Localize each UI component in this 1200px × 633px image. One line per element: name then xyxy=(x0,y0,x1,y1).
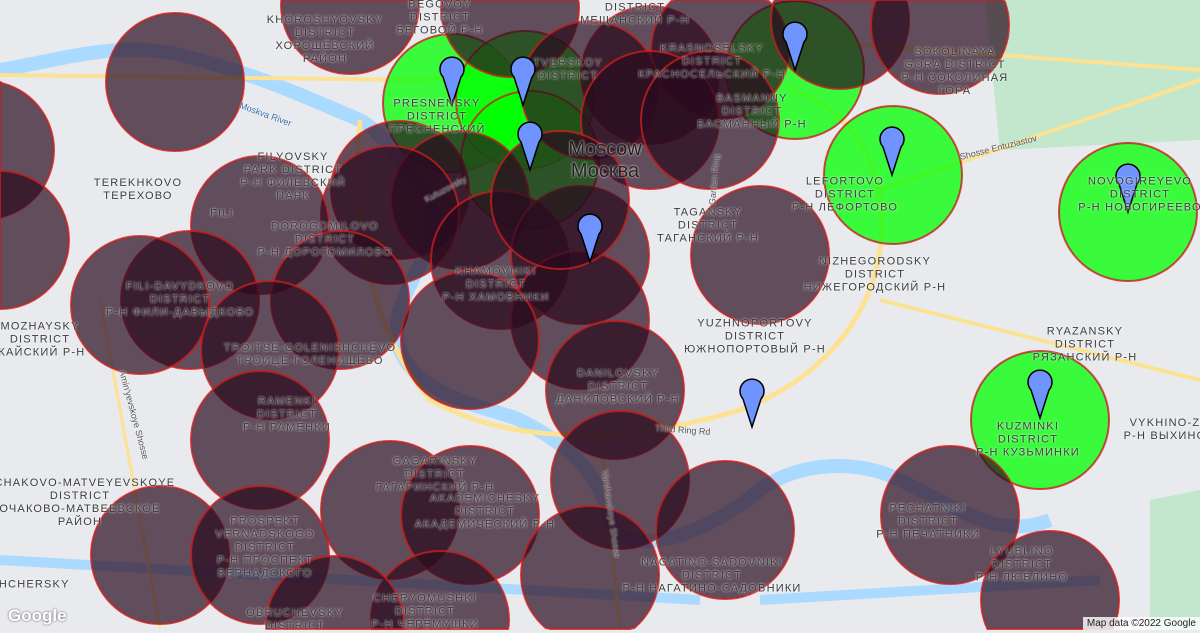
map-marker-icon[interactable] xyxy=(1115,163,1141,215)
dark-circle[interactable] xyxy=(0,169,71,311)
district-label: MOZHAYSKY DISTRICT ЖАЙСКИЙ Р-Н xyxy=(0,320,86,359)
district-label: KUZMINKI DISTRICT Р-Н КУЗЬМИНКИ xyxy=(976,420,1080,459)
dark-circle[interactable] xyxy=(264,554,406,630)
district-label: PROSPEKT VERNADSKOGO DISTRICT Р-Н ПРОСПЕ… xyxy=(215,515,315,580)
district-label: LEFORTOVO DISTRICT Р-Н ЛЕФОРТОВО xyxy=(791,175,899,214)
district-label: YUZHNOPORTOVY DISTRICT ЮЖНОПОРТОВЫЙ Р-Н xyxy=(684,317,826,356)
park-area xyxy=(1150,490,1200,630)
district-label: TVERSKOY DISTRICT xyxy=(533,57,603,82)
map-marker-icon[interactable] xyxy=(510,56,536,108)
district-label: OCHAKOVO-MATVEYEVSKOYE DISTRICT ОЧАКОВО-… xyxy=(0,477,176,528)
district-label: DANILOVSKY DISTRICT ДАНИЛОВСКИЙ Р-Н xyxy=(556,367,680,406)
district-label: NIZHEGORODSKY DISTRICT НИЖЕГОРОДСКИЙ Р-Н xyxy=(803,255,947,294)
district-label: NOVOGIREYEVO DISTRICT Р-Н НОВОГИРЕЕВО xyxy=(1078,175,1200,214)
dark-circle[interactable] xyxy=(89,484,231,626)
dark-circle[interactable] xyxy=(69,234,211,376)
district-label: TAGANSKY DISTRICT ТАГАНСКИЙ Р-Н xyxy=(657,206,759,245)
district-label: AKADEMICHESKY DISTRICT АКАДЕМИЧЕСКИЙ Р-Н xyxy=(414,492,556,531)
map-marker-icon[interactable] xyxy=(879,126,905,178)
city-label: Moscow Москва xyxy=(568,138,642,182)
district-label: PECHATNIKI DISTRICT Р-Н ПЕЧАТНИКИ xyxy=(876,502,980,541)
dark-circle[interactable] xyxy=(519,504,661,630)
park-area xyxy=(985,0,1200,150)
map-attribution[interactable]: Map data ©2022 Google xyxy=(1082,617,1200,630)
district-label: DOROGOMILOVO DISTRICT Р-Н ДОРОГОМИЛОВО xyxy=(257,220,393,259)
district-label: TEREKHKOVO ТЕРЕХОВО xyxy=(93,177,183,202)
district-label: LYUBLINO DISTRICT Р-Н ЛЮБЛИНО xyxy=(975,545,1069,584)
dark-circle[interactable] xyxy=(399,444,541,586)
district-label: NAGATINO-SADOVNIKI DISTRICT Р-Н НАГАТИНО… xyxy=(622,556,802,595)
district-label: FILYOVSKY PARK DISTRICT Р-Н ФИЛЕВСКИЙ ПА… xyxy=(240,151,346,202)
map-marker-icon[interactable] xyxy=(1027,369,1053,421)
district-label: BEGOVOY DISTRICT БЕГОВОЙ Р-Н xyxy=(396,0,484,37)
district-label: MESHCHANSKY DISTRICT МЕЩАНСКИЙ Р-Н xyxy=(580,0,690,27)
district-label: SOKOLINAYA GORA DISTRICT Р-Н СОКОЛИНАЯ Г… xyxy=(901,46,1009,97)
district-label: KHOROSHYOVSKY DISTRICT ХОРОШЁВСКИЙ РАЙОН xyxy=(266,14,384,65)
district-label: RYAZANSKY DISTRICT РЯЗАНСКИЙ Р-Н xyxy=(1032,325,1138,364)
district-label: FILI-DAVYDKOVO DISTRICT Р-Н ФИЛИ-ДАВЫДКО… xyxy=(105,280,255,319)
dark-circle[interactable] xyxy=(104,11,246,153)
district-label: PRESNENSKY DISTRICT ПРЕСНЕНСКИЙ xyxy=(388,97,486,136)
dark-circle[interactable] xyxy=(654,459,796,601)
map-marker-icon[interactable] xyxy=(439,56,465,108)
dark-circle[interactable] xyxy=(879,444,1021,586)
district-label: SHCHERSKY xyxy=(0,578,70,591)
map-marker-icon[interactable] xyxy=(577,213,603,265)
district-label: KRASNOSELSKY DISTRICT КРАСНОСЕЛЬСКИЙ Р-Н xyxy=(638,42,786,81)
dark-circle[interactable] xyxy=(689,184,831,326)
district-label: OBRUCHEVSKY DISTRICT xyxy=(246,607,344,632)
map-marker-icon[interactable] xyxy=(782,21,808,73)
district-label: VYKHINO-Z Р-Н ВЫХИНО xyxy=(1123,417,1200,442)
dark-circle[interactable] xyxy=(639,49,781,191)
green-circle[interactable] xyxy=(822,104,964,246)
map-marker-icon[interactable] xyxy=(517,121,543,173)
district-label: FILI xyxy=(210,207,234,220)
district-label: GAGARINSKY DISTRICT ГАГАРИНСКИЙ Р-Н xyxy=(375,455,495,494)
dark-circle[interactable] xyxy=(279,0,421,76)
map-marker-icon[interactable] xyxy=(739,378,765,430)
district-label: RAMENKI DISTRICT Р-Н РАМЕНКИ xyxy=(243,395,331,434)
district-label: TROITSE-GOLENISHCHEVO ТРОИЦЕ-ГОЛЕНИЩЕВО xyxy=(223,342,397,367)
district-label: BASMANNY DISTRICT БАСМАННЫЙ Р-Н xyxy=(697,92,807,131)
dark-circle[interactable] xyxy=(869,0,1011,96)
google-logo: Google xyxy=(8,606,67,625)
district-label: KHAMOVNIKI DISTRICT Р-Н ХАМОВНИКИ xyxy=(442,265,550,304)
dark-circle[interactable] xyxy=(399,269,541,411)
markers xyxy=(439,21,1141,430)
district-label: CHERYOMUSHKI DISTRICT Р-Н ЧЕРЁМУШКИ xyxy=(371,592,479,631)
